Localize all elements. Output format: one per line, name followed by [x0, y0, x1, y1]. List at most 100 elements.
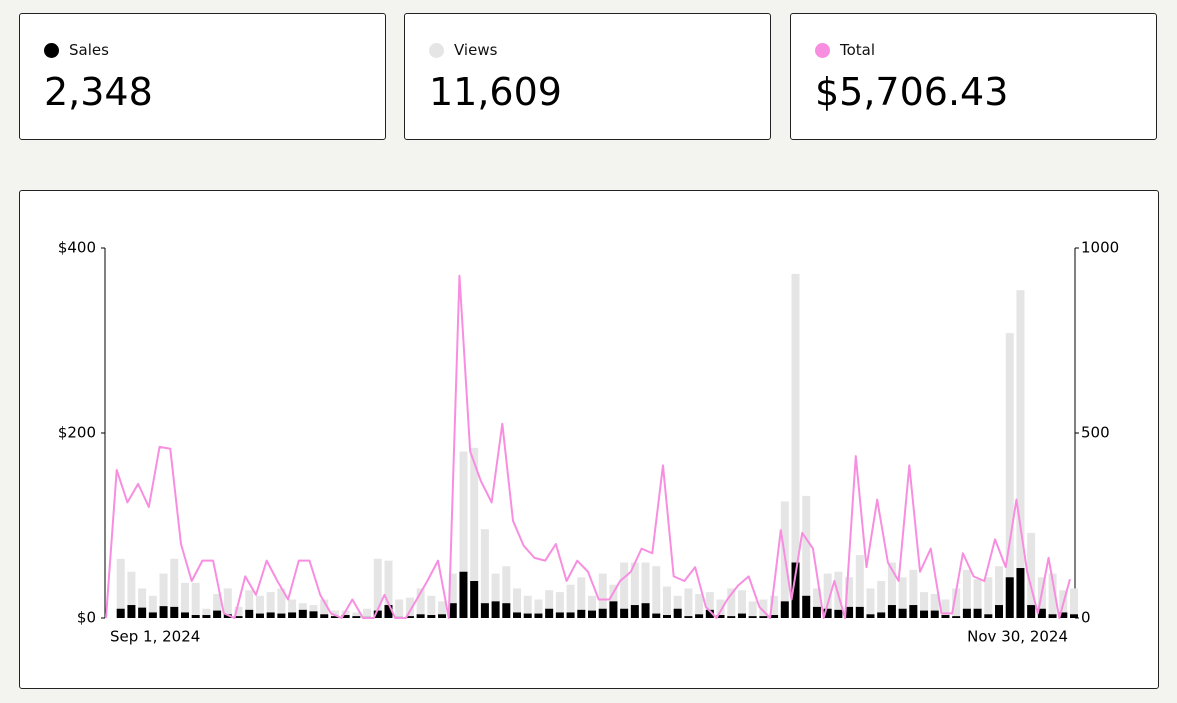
sales-bar: [834, 609, 843, 618]
views-bar: [159, 573, 168, 618]
sales-bar: [684, 616, 693, 618]
views-bar: [620, 562, 629, 618]
y-tick-label: $400: [58, 239, 96, 257]
sales-bar: [941, 615, 950, 618]
views-bar: [363, 608, 372, 618]
sales-bar: [534, 613, 543, 618]
sales-bar: [555, 612, 564, 618]
views-bar: [845, 577, 854, 618]
sales-bar: [191, 615, 200, 618]
sales-bar: [791, 562, 800, 618]
views-bar: [705, 592, 714, 618]
views-bar: [823, 573, 832, 618]
sales-bar: [416, 614, 425, 618]
views-bar: [984, 577, 993, 618]
sales-bar: [459, 571, 468, 618]
stat-name: Sales: [69, 41, 109, 59]
y-tick-label: $0: [77, 609, 96, 627]
views-bar: [502, 566, 511, 618]
x-tick-label: Nov 30, 2024: [967, 628, 1068, 646]
sales-bar: [695, 614, 704, 618]
sales-bar: [630, 605, 639, 618]
y2-tick-label: 1000: [1081, 239, 1119, 257]
sales-bar: [470, 581, 479, 618]
views-bar: [930, 593, 939, 618]
sales-bar: [266, 612, 275, 618]
views-bar: [695, 593, 704, 618]
stat-value: 2,348: [44, 70, 153, 114]
views-bar: [716, 599, 725, 618]
stat-label: Sales: [44, 41, 109, 59]
sales-bar: [641, 603, 650, 618]
total-line: [105, 274, 1071, 619]
sales-bar: [877, 612, 886, 618]
sales-bar: [662, 615, 671, 618]
sales-bar: [898, 608, 907, 618]
views-bar: [138, 588, 147, 618]
sales-bar: [330, 616, 339, 618]
views-bar: [1016, 290, 1025, 618]
sales-bar: [427, 615, 436, 618]
sales-bar: [759, 616, 768, 618]
sales-bar: [480, 603, 489, 618]
sales-bar: [352, 616, 361, 618]
views-bar: [223, 588, 232, 618]
views-bar: [427, 595, 436, 618]
y2-tick-label: 0: [1081, 609, 1091, 627]
sales-bar: [952, 616, 961, 618]
stat-value: 11,609: [429, 70, 562, 114]
views-bar: [759, 599, 768, 618]
views-bar: [170, 558, 179, 618]
sales-bar: [491, 601, 500, 618]
stat-label: Total: [815, 41, 875, 59]
sales-bar: [127, 605, 136, 618]
views-bar: [1027, 532, 1036, 618]
sales-bar: [277, 613, 286, 618]
views-bar: [448, 573, 457, 618]
views-bar: [352, 612, 361, 618]
stat-name: Views: [454, 41, 498, 59]
views-bar: [952, 588, 961, 618]
chart-panel: $0 $200 $400 0 500 1000 Sep 1, 2024 Nov 30, 202…: [19, 190, 1159, 689]
views-bar: [662, 586, 671, 618]
sales-bar: [1048, 614, 1057, 618]
views-bar: [598, 573, 607, 618]
sales-bar: [812, 606, 821, 618]
sales-bar: [405, 616, 414, 618]
sales-bar: [855, 606, 864, 618]
views-bar: [127, 571, 136, 618]
views-bar: [470, 447, 479, 618]
views-bar: [973, 579, 982, 618]
views-bar: [255, 595, 264, 618]
views-bar: [438, 601, 447, 618]
sales-bar: [234, 616, 243, 618]
sales-bar: [566, 612, 575, 618]
views-bar: [748, 601, 757, 618]
sales-bar: [288, 612, 297, 618]
views-bar: [534, 599, 543, 618]
sales-bar: [909, 605, 918, 618]
stat-value: $5,706.43: [815, 70, 1009, 114]
sales-bar: [245, 609, 254, 618]
views-bar: [673, 595, 682, 618]
views-bar: [887, 562, 896, 618]
sales-bar: [887, 605, 896, 618]
sales-bar: [845, 606, 854, 618]
sales-bar: [180, 612, 189, 618]
sales-bar: [920, 610, 929, 618]
sales-bar: [255, 613, 264, 618]
sales-bar: [1070, 614, 1078, 618]
views-bar: [1070, 588, 1078, 618]
sales-bar: [309, 611, 318, 618]
views-bar: [630, 562, 639, 618]
sales-bar: [138, 607, 147, 618]
sales-bar: [320, 614, 329, 618]
sales-bar: [373, 610, 382, 618]
sales-bar: [384, 605, 393, 618]
sales-bar: [930, 610, 939, 618]
stat-label: Views: [429, 41, 497, 59]
views-bar: [609, 584, 618, 618]
views-bar: [866, 588, 875, 618]
sales-bar: [502, 603, 511, 618]
